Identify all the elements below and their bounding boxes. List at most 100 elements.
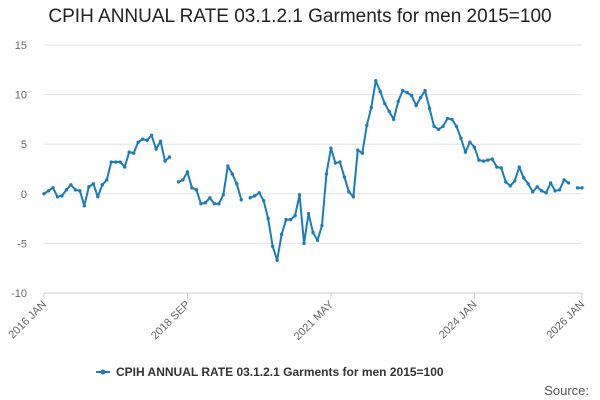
data-point[interactable]	[82, 204, 87, 208]
data-point[interactable]	[185, 170, 190, 174]
data-point[interactable]	[504, 180, 508, 184]
data-point[interactable]	[468, 140, 472, 144]
data-point[interactable]	[436, 127, 441, 132]
data-point[interactable]	[477, 158, 481, 162]
data-point[interactable]	[149, 133, 154, 137]
data-point[interactable]	[73, 188, 78, 192]
data-point[interactable]	[347, 190, 351, 194]
data-point[interactable]	[60, 194, 64, 198]
data-point[interactable]	[221, 193, 226, 197]
data-point[interactable]	[499, 166, 503, 170]
data-point[interactable]	[517, 165, 521, 169]
data-point[interactable]	[414, 103, 418, 108]
data-point[interactable]	[409, 93, 414, 98]
data-point[interactable]	[96, 195, 100, 199]
data-point[interactable]	[360, 151, 365, 155]
data-point[interactable]	[553, 189, 557, 193]
data-point[interactable]	[105, 178, 109, 182]
data-point[interactable]	[513, 179, 517, 183]
data-point[interactable]	[194, 188, 199, 192]
data-point[interactable]	[472, 145, 477, 149]
data-point[interactable]	[266, 216, 270, 221]
data-point[interactable]	[42, 192, 46, 196]
data-point[interactable]	[450, 117, 454, 122]
data-point[interactable]	[140, 137, 145, 141]
data-point[interactable]	[114, 160, 118, 164]
data-point[interactable]	[297, 193, 302, 197]
data-point[interactable]	[261, 199, 266, 203]
data-point[interactable]	[87, 185, 91, 189]
legend-label[interactable]: CPIH ANNUAL RATE 03.1.2.1 Garments for m…	[116, 365, 444, 379]
data-point[interactable]	[486, 158, 490, 162]
data-point[interactable]	[288, 217, 293, 222]
data-point[interactable]	[78, 189, 82, 193]
data-point[interactable]	[441, 124, 445, 129]
data-point[interactable]	[463, 150, 468, 154]
data-point[interactable]	[167, 155, 172, 159]
data-point[interactable]	[131, 151, 136, 155]
data-point[interactable]	[226, 164, 230, 168]
data-point[interactable]	[535, 185, 539, 189]
data-point[interactable]	[284, 217, 288, 222]
data-point[interactable]	[445, 116, 450, 121]
data-point[interactable]	[557, 188, 562, 192]
data-point[interactable]	[190, 186, 194, 190]
data-point[interactable]	[199, 202, 203, 206]
data-point[interactable]	[580, 186, 584, 190]
data-point[interactable]	[454, 124, 459, 129]
data-point[interactable]	[230, 172, 234, 176]
data-point[interactable]	[302, 241, 306, 246]
data-point[interactable]	[342, 175, 347, 179]
data-point[interactable]	[311, 230, 315, 235]
data-point[interactable]	[279, 232, 284, 237]
data-point[interactable]	[51, 186, 55, 190]
data-point[interactable]	[392, 117, 396, 122]
data-point[interactable]	[55, 195, 60, 199]
data-point[interactable]	[91, 182, 96, 186]
data-point[interactable]	[481, 159, 486, 163]
data-point[interactable]	[248, 196, 252, 200]
data-point[interactable]	[203, 201, 208, 205]
data-point[interactable]	[217, 202, 221, 206]
data-point[interactable]	[329, 146, 333, 150]
data-point[interactable]	[530, 190, 535, 194]
data-point[interactable]	[351, 195, 356, 199]
data-point[interactable]	[383, 101, 387, 106]
data-point[interactable]	[212, 202, 217, 206]
data-point[interactable]	[123, 165, 127, 169]
data-point[interactable]	[459, 136, 463, 140]
data-point[interactable]	[315, 238, 320, 243]
data-point[interactable]	[333, 161, 338, 165]
data-point[interactable]	[270, 244, 275, 249]
data-point[interactable]	[418, 95, 423, 100]
data-point[interactable]	[562, 178, 566, 182]
data-point[interactable]	[495, 165, 499, 169]
data-point[interactable]	[293, 213, 297, 218]
data-point[interactable]	[387, 109, 391, 114]
data-point[interactable]	[176, 180, 181, 184]
data-point[interactable]	[324, 172, 329, 176]
data-point[interactable]	[306, 211, 311, 216]
data-point[interactable]	[100, 183, 104, 187]
data-point[interactable]	[154, 147, 158, 151]
data-point[interactable]	[548, 181, 553, 185]
data-point[interactable]	[118, 160, 122, 164]
data-point[interactable]	[136, 140, 140, 144]
data-point[interactable]	[181, 178, 185, 182]
data-point[interactable]	[109, 160, 113, 164]
data-point[interactable]	[566, 181, 571, 185]
data-point[interactable]	[46, 189, 51, 193]
data-point[interactable]	[374, 79, 378, 83]
data-point[interactable]	[405, 90, 409, 95]
data-point[interactable]	[338, 160, 342, 164]
data-point[interactable]	[158, 139, 163, 143]
data-point[interactable]	[544, 191, 548, 195]
data-point[interactable]	[522, 176, 526, 180]
data-point[interactable]	[365, 123, 369, 128]
data-point[interactable]	[356, 148, 360, 152]
data-point[interactable]	[320, 223, 324, 228]
data-point[interactable]	[396, 99, 400, 104]
data-point[interactable]	[508, 184, 512, 188]
data-point[interactable]	[423, 88, 427, 93]
data-point[interactable]	[235, 182, 239, 186]
